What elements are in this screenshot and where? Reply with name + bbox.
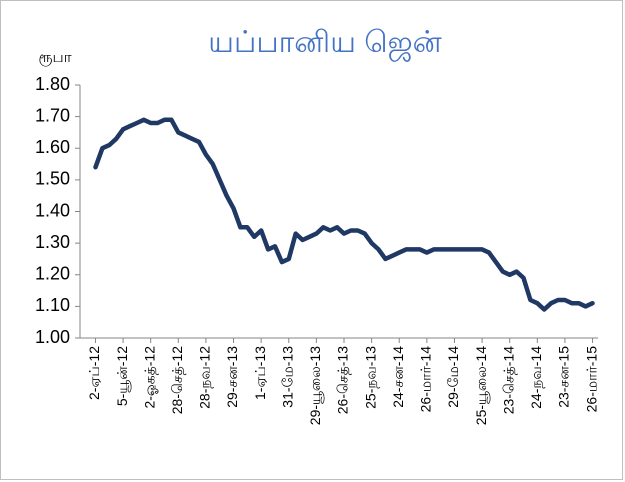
y-tick-label: 1.60 — [35, 137, 70, 157]
x-tick-label: 23-செத்-14 — [500, 346, 517, 414]
x-tick-label: 2-ஓகத்-12 — [141, 346, 158, 409]
line — [93, 117, 595, 312]
y-tick-label: 1.40 — [35, 200, 70, 220]
x-tick-label: 29-யூலை-13 — [307, 346, 323, 425]
x-tick-label: 26-மார்-15 — [583, 346, 599, 413]
y-tick-label: 1.00 — [35, 327, 70, 347]
x-tick-label: 23-சன-15 — [556, 346, 572, 408]
x-tick-label: 31-மே-13 — [279, 346, 295, 408]
x-tick-label: 2-ஏப்-12 — [86, 346, 102, 400]
x-tick-label: 25-நவ-13 — [362, 346, 379, 409]
y-tick-label: 1.30 — [35, 232, 70, 252]
x-tick-label: 1-ஏப்-13 — [252, 346, 268, 400]
y-tick-label: 1.10 — [35, 295, 70, 315]
x-tick-label: 28-நவ-12 — [197, 346, 214, 409]
y-tick-label: 1.80 — [35, 74, 70, 94]
x-tick-label: 24-சன-14 — [390, 346, 406, 408]
y-tick-label: 1.70 — [35, 105, 70, 125]
x-tick-label: 5-யூன்-12 — [114, 346, 130, 406]
y-tick-label: 1.20 — [35, 264, 70, 284]
x-tick-label: 28-செத்-12 — [169, 346, 186, 414]
y-axis-label: ரூபா — [38, 49, 71, 66]
chart-title: யப்பானிய ஜென் — [208, 26, 441, 62]
x-tick-label: 29-மே-14 — [445, 346, 461, 408]
x-tick-label: 26-மார்-14 — [418, 346, 434, 413]
x-tick-label: 24-நவ-14 — [528, 346, 545, 409]
x-tick-label: 25-யூலை-14 — [473, 346, 489, 425]
x-tick-label: 29-சன-13 — [224, 346, 240, 408]
y-tick-label: 1.50 — [35, 169, 70, 189]
x-tick-label: 26-செத்-13 — [335, 346, 352, 414]
